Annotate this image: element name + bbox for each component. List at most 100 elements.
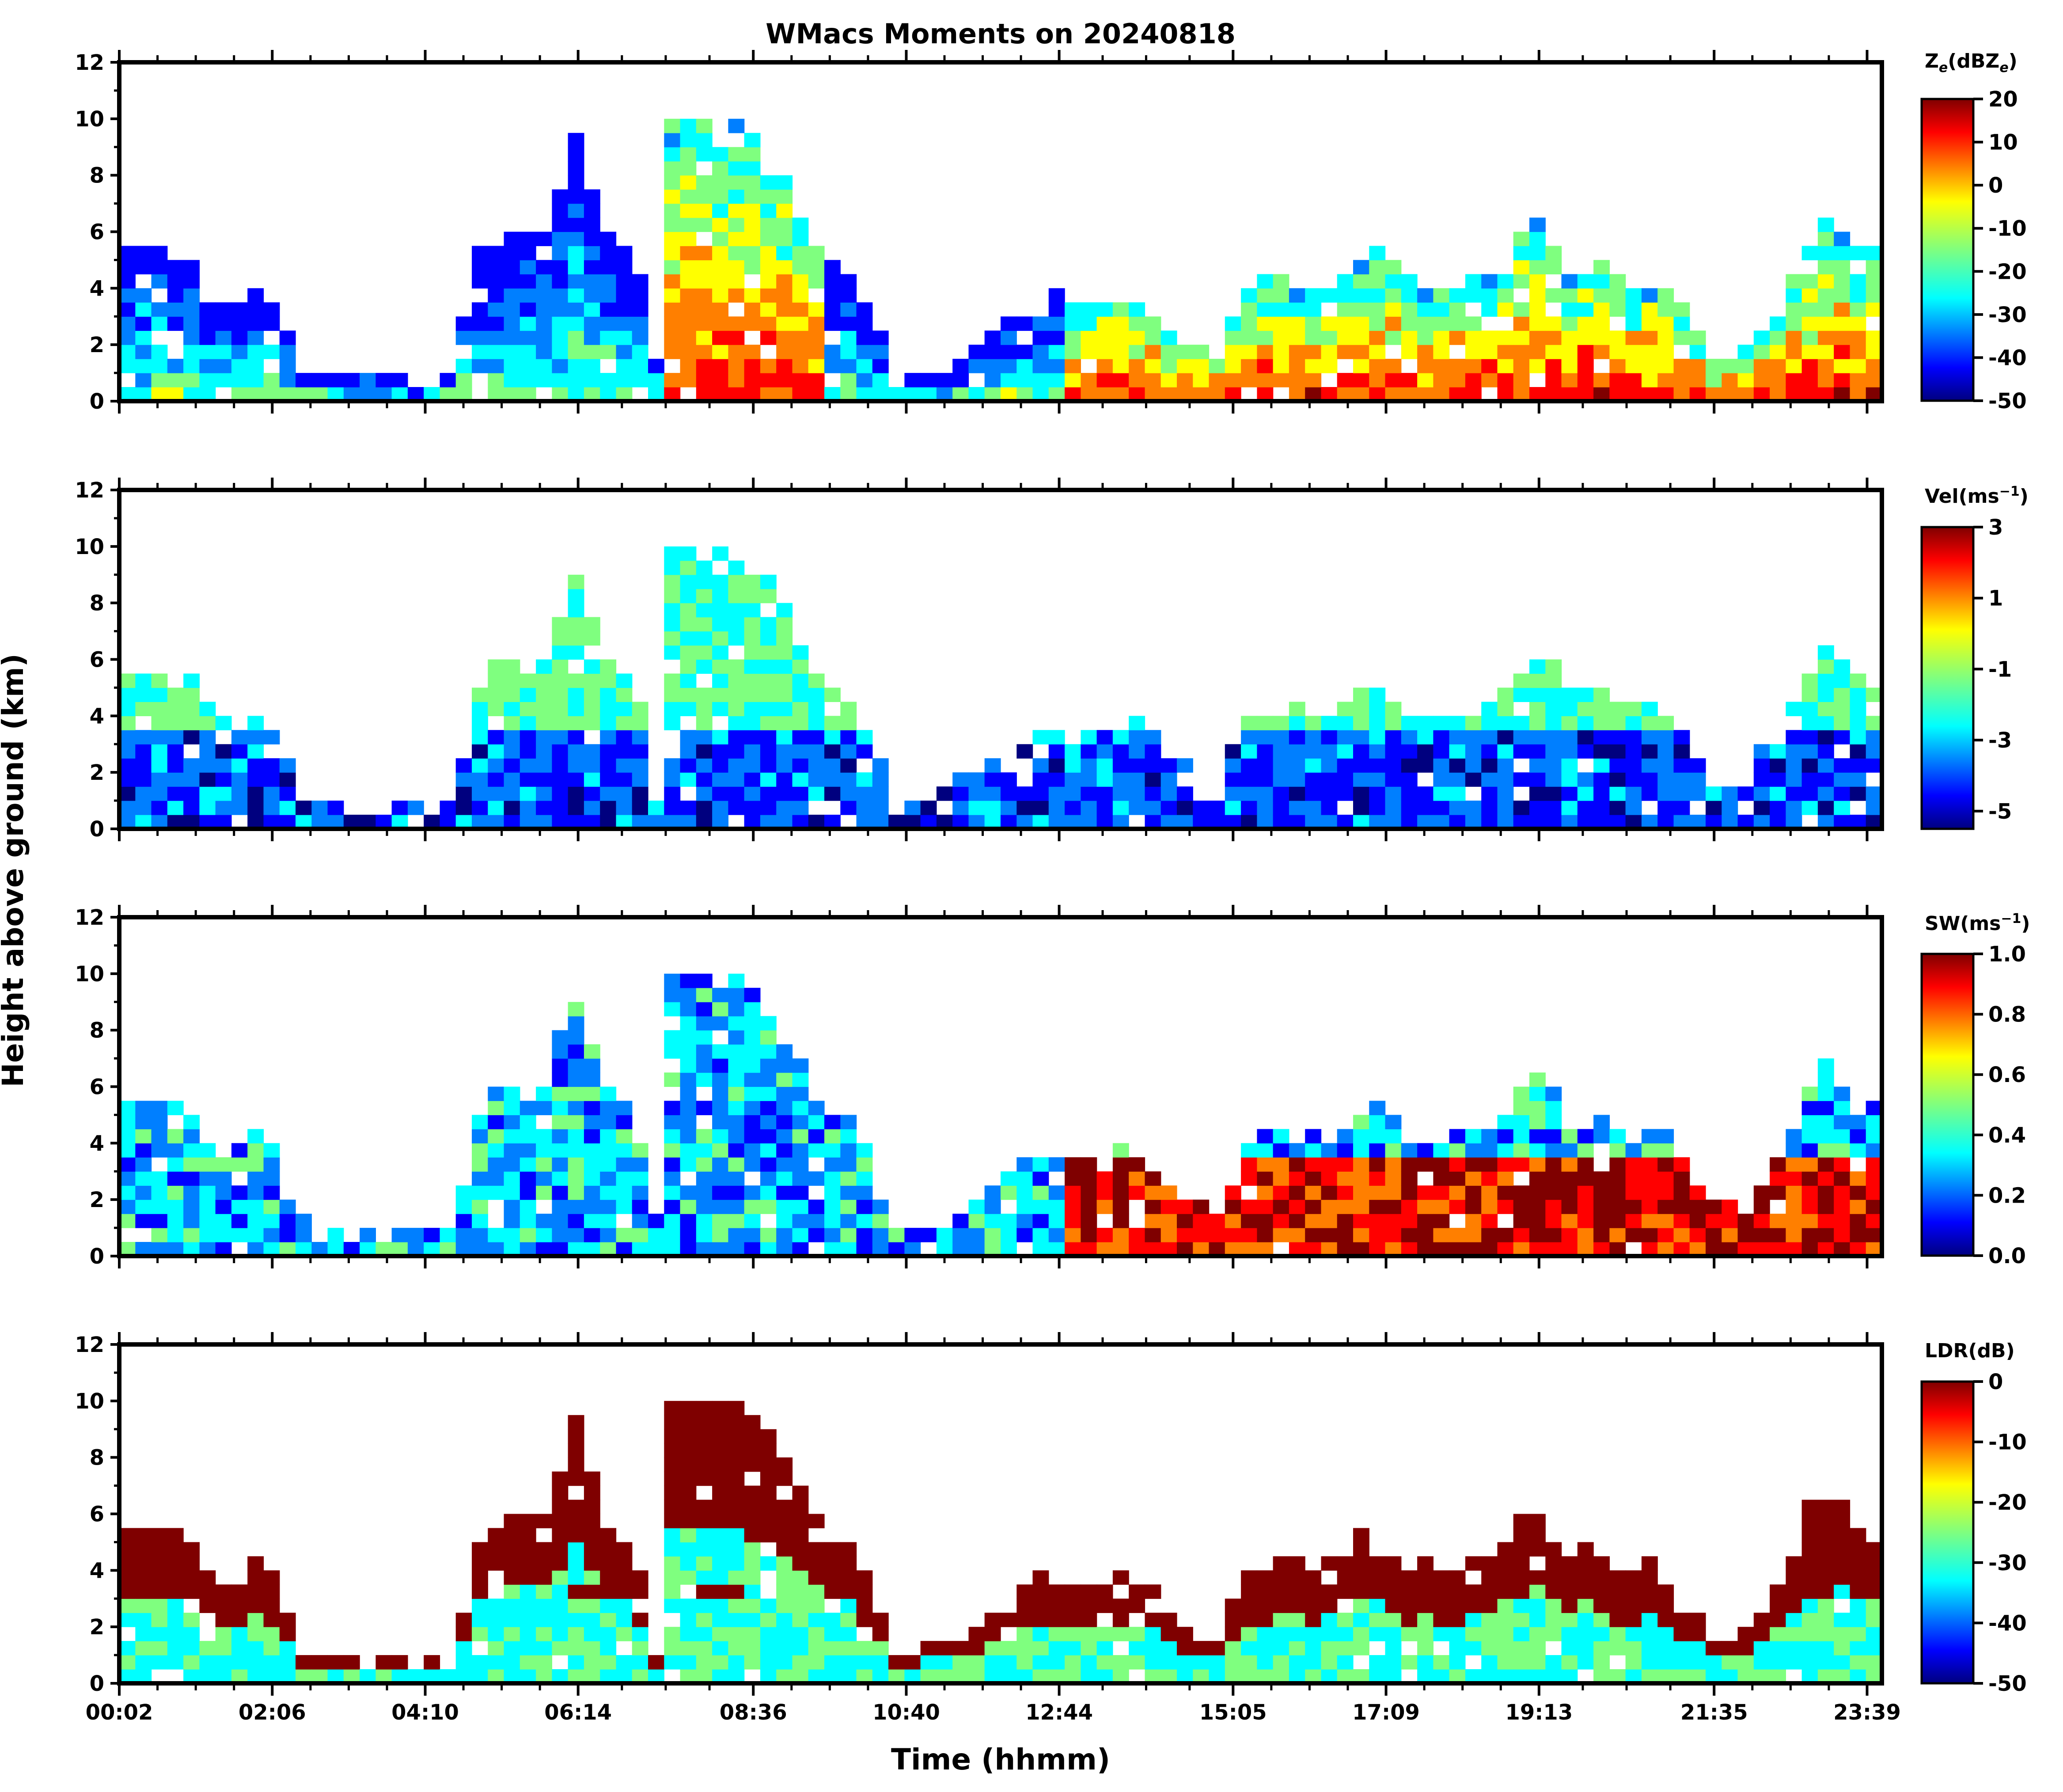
ze-heatmap-cell xyxy=(279,373,296,387)
ldr-heatmap-cell xyxy=(1545,1655,1562,1670)
vel-heatmap-cell xyxy=(968,772,985,787)
sw-heatmap-cell xyxy=(1529,1214,1546,1228)
ldr-heatmap-cell xyxy=(760,1528,777,1543)
ze-heatmap-cell xyxy=(1561,316,1578,331)
ldr-heatmap-cell xyxy=(135,1542,152,1557)
ldr-heatmap-cell xyxy=(1545,1627,1562,1641)
ldr-heatmap-cell xyxy=(568,1556,584,1571)
ze-heatmap-cell xyxy=(488,330,504,345)
ze-heatmap-cell xyxy=(600,302,617,317)
vel-heatmap-cell xyxy=(568,801,584,815)
vel-heatmap-cell xyxy=(536,687,552,702)
sw-heatmap-cell xyxy=(1609,1200,1626,1214)
vel-heatmap-cell xyxy=(744,702,761,716)
ze-heatmap-cell xyxy=(744,302,761,317)
ze-heatmap-cell xyxy=(792,246,809,261)
sw-heatmap-cell xyxy=(792,1228,809,1242)
ze-heatmap-cell xyxy=(1497,345,1514,359)
vel-heatmap-cell xyxy=(1834,786,1851,801)
ze-heatmap-cell xyxy=(664,274,681,289)
ldr-heatmap-cell xyxy=(600,1556,617,1571)
sw-heatmap-cell xyxy=(1257,1185,1274,1200)
vel-heatmap-cell xyxy=(1801,730,1818,744)
ldr-heatmap-cell xyxy=(472,1556,488,1571)
ze-heatmap-cell xyxy=(1048,316,1065,331)
ldr-heatmap-cell xyxy=(1609,1641,1626,1655)
sw-heatmap-cell xyxy=(712,1185,728,1200)
sw-heatmap-field xyxy=(119,973,1882,1257)
sw-heatmap-cell xyxy=(247,1214,264,1228)
ze-heatmap-cell xyxy=(584,189,600,204)
ze-heatmap-cell xyxy=(744,232,761,247)
vel-heatmap-cell xyxy=(696,659,713,674)
ldr-heatmap-cell xyxy=(1321,1627,1338,1641)
x-tick-label: 10:40 xyxy=(872,1700,940,1725)
sw-heatmap-cell xyxy=(744,1002,761,1017)
vel-heatmap-cell xyxy=(664,617,681,632)
sw-heatmap-cell xyxy=(183,1143,200,1158)
ze-heatmap-cell xyxy=(1577,288,1594,303)
ze-heatmap-cell xyxy=(632,373,648,387)
vel-heatmap-cell xyxy=(1577,730,1594,744)
sw-heatmap-cell xyxy=(1561,1185,1578,1200)
sw-heatmap-cell xyxy=(600,1086,617,1101)
ze-heatmap-cell xyxy=(1081,330,1097,345)
ze-heatmap-cell xyxy=(552,274,569,289)
ldr-heatmap-cell xyxy=(231,1641,248,1655)
sw-heatmap-cell xyxy=(696,1129,713,1143)
vel-heatmap-cell xyxy=(760,574,777,589)
ldr-heatmap-cell xyxy=(616,1655,633,1670)
vel-heatmap-cell xyxy=(1096,801,1113,815)
ze-heatmap-cell xyxy=(1850,359,1866,373)
ldr-heatmap-cell xyxy=(1321,1584,1338,1599)
vel-heatmap-cell xyxy=(680,673,697,688)
vel-heatmap-cell xyxy=(183,758,200,773)
sw-heatmap-cell xyxy=(552,1072,569,1087)
ze-heatmap-cell xyxy=(1817,232,1834,247)
ze-heatmap-cell xyxy=(1481,302,1498,317)
ze-heatmap-cell xyxy=(728,161,745,176)
vel-heatmap-cell xyxy=(1433,772,1450,787)
sw-heatmap-cell xyxy=(1112,1200,1129,1214)
sw-heatmap-cell xyxy=(215,1228,232,1242)
ldr-heatmap-cell xyxy=(1417,1641,1433,1655)
sw-heatmap-cell xyxy=(1817,1129,1834,1143)
vel-heatmap-cell xyxy=(1561,758,1578,773)
vel-heatmap-cell xyxy=(1369,744,1386,759)
vel-heatmap-cell xyxy=(119,772,136,787)
ldr-heatmap-cell xyxy=(776,1641,793,1655)
ze-heatmap-cell xyxy=(1257,330,1274,345)
sw-heatmap-cell xyxy=(215,1171,232,1186)
ze-colorbar-tick-label: -20 xyxy=(1988,259,2027,284)
vel-heatmap-cell xyxy=(1545,687,1562,702)
ldr-heatmap-cell xyxy=(1593,1584,1610,1599)
ze-heatmap-cell xyxy=(488,260,504,274)
ze-heatmap-cell xyxy=(584,373,600,387)
ze-heatmap-cell xyxy=(520,260,536,274)
ze-heatmap-cell xyxy=(1369,288,1386,303)
ze-heatmap-cell xyxy=(680,189,697,204)
vel-heatmap-cell xyxy=(1529,786,1546,801)
ze-heatmap-cell xyxy=(1081,345,1097,359)
vel-heatmap-cell xyxy=(1641,772,1658,787)
sw-heatmap-cell xyxy=(263,1171,280,1186)
sw-heatmap-cell xyxy=(680,1016,697,1031)
ze-heatmap-cell xyxy=(808,260,825,274)
sw-heatmap-cell xyxy=(1770,1185,1786,1200)
ldr-heatmap-cell xyxy=(1032,1627,1049,1641)
ze-heatmap-cell xyxy=(824,345,841,359)
sw-heatmap-cell xyxy=(1545,1171,1562,1186)
ze-heatmap-cell xyxy=(1449,288,1466,303)
vel-heatmap-cell xyxy=(167,801,184,815)
ldr-heatmap-cell xyxy=(520,1613,536,1627)
sw-heatmap-cell xyxy=(135,1157,152,1172)
ze-heatmap-cell xyxy=(247,330,264,345)
sw-heatmap-cell xyxy=(776,1101,793,1116)
vel-heatmap-cell xyxy=(1273,772,1289,787)
sw-heatmap-cell xyxy=(151,1214,168,1228)
ldr-heatmap-cell xyxy=(696,1556,713,1571)
sw-heatmap-cell xyxy=(1465,1157,1482,1172)
sw-heatmap-cell xyxy=(119,1185,136,1200)
ldr-heatmap-cell xyxy=(1513,1542,1530,1557)
sw-heatmap-cell xyxy=(1593,1228,1610,1242)
